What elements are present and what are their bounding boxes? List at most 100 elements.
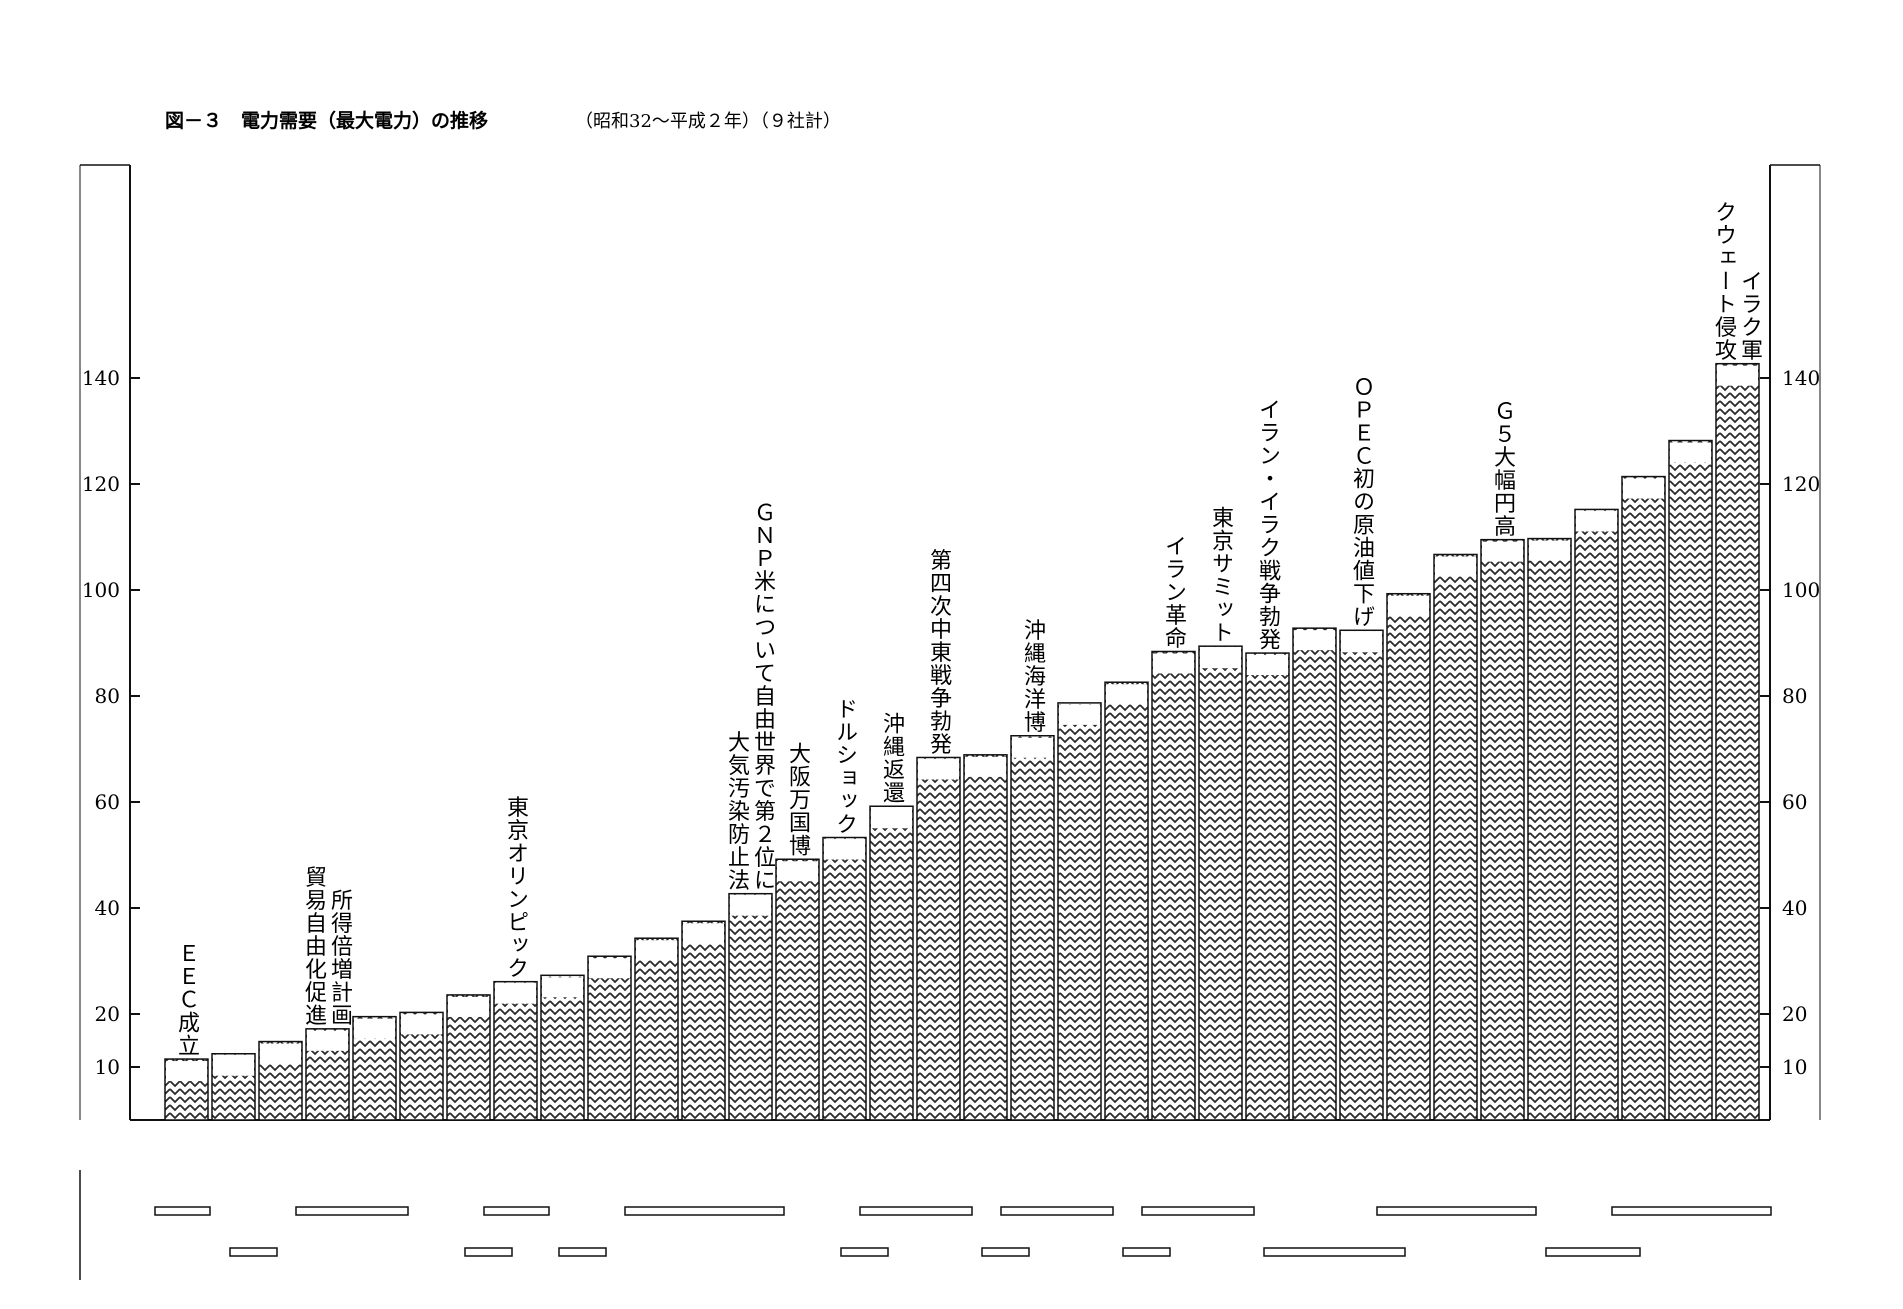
event-char: 自 (301, 912, 326, 934)
y-tick-label-right: 20 (1782, 1002, 1807, 1026)
event-char: 洋 (1020, 688, 1046, 710)
event-char: 万 (785, 788, 811, 810)
event-char: 止 (724, 846, 749, 868)
y-tick-label-right: 100 (1782, 578, 1820, 602)
boom-period-bar (1611, 1206, 1772, 1216)
bar-label-bg (1435, 556, 1476, 577)
event-char: 油 (1349, 536, 1375, 558)
event-char: 次 (926, 594, 952, 616)
bar-label-bg (1341, 632, 1382, 653)
y-tick-label-left: 60 (95, 790, 120, 814)
event-char: 大 (1490, 446, 1516, 468)
event-char: ク (1711, 201, 1736, 223)
bar-label-bg (1294, 630, 1335, 651)
recession-period-bar (1263, 1247, 1406, 1257)
recession-period-bar (464, 1247, 513, 1257)
y-tick-label-right: 140 (1782, 366, 1820, 390)
bar-label-bg (1153, 653, 1194, 674)
event-annotation: イラン・イラク戦争勃発 (1255, 398, 1281, 650)
event-char: て (750, 662, 775, 684)
event-char: ラ (1255, 513, 1280, 535)
event-char: 攻 (1711, 339, 1737, 361)
event-char: 縄 (879, 735, 905, 757)
event-char: 国 (785, 811, 810, 833)
event-char: ッ (1208, 598, 1233, 620)
bar-label-bg (636, 940, 677, 961)
event-annotation: 貿易自由化促進 (301, 866, 327, 1026)
event-char: ー (1711, 270, 1736, 292)
bar-label-bg (777, 861, 818, 882)
event-char: ピ (503, 911, 528, 933)
recession-period-bar (558, 1247, 607, 1257)
event-char: の (1349, 490, 1374, 512)
event-char: 大 (785, 742, 811, 764)
event-char: 阪 (785, 765, 810, 787)
event-char: 東 (1208, 506, 1234, 528)
bar (587, 955, 632, 1121)
boom-period-bar (1376, 1206, 1537, 1216)
event-char: 勃 (926, 709, 951, 731)
event-char: 下 (1349, 582, 1374, 604)
bar (1245, 652, 1290, 1121)
bar (1339, 629, 1384, 1121)
bar-label-bg (1529, 540, 1570, 561)
recession-period-bar (1545, 1247, 1641, 1257)
event-annotation: ＧＮＰ米について自由世界で第２位に (750, 501, 776, 891)
event-char: 世 (750, 731, 775, 753)
event-char: ド (832, 698, 857, 720)
bar-label-bg (542, 977, 583, 998)
bar (869, 805, 914, 1121)
bar (963, 754, 1008, 1121)
event-char: 発 (1255, 628, 1281, 650)
event-annotation: 大阪万国博 (785, 742, 811, 856)
bar-label-bg (1200, 648, 1241, 669)
event-char: ト (1711, 293, 1736, 315)
event-char: 貿 (301, 866, 326, 888)
bar (1292, 627, 1337, 1121)
bar (493, 980, 538, 1121)
event-char: 返 (879, 758, 905, 780)
bar-label-bg (401, 1014, 442, 1035)
boom-period-bar (1141, 1206, 1255, 1216)
bar (1574, 508, 1619, 1121)
event-char: 第 (926, 548, 951, 570)
bar (822, 836, 867, 1121)
bar-label-bg (213, 1055, 254, 1076)
event-char: ン (1161, 580, 1186, 602)
event-annotation: イラン革命 (1161, 534, 1187, 648)
event-char: 円 (1490, 492, 1515, 514)
bar (1010, 735, 1055, 1121)
bar-label-bg (260, 1043, 301, 1064)
event-char: 四 (926, 571, 951, 593)
event-char: ラ (1255, 421, 1280, 443)
bar-label-bg (1482, 541, 1523, 562)
event-char: Ｃ (1349, 444, 1374, 466)
event-char: Ｇ (1490, 400, 1515, 422)
event-annotation: 東京オリンピック (503, 796, 529, 979)
event-char: ク (503, 957, 528, 979)
event-char: ・ (1255, 467, 1280, 489)
event-char: で (750, 777, 775, 799)
event-char: Ｃ (174, 988, 199, 1010)
event-char: 戦 (926, 663, 952, 685)
events-group: ＥＥＣ成立所得倍増計画貿易自由化促進東京オリンピックＧＮＰ米について自由世界で第… (174, 201, 1762, 1056)
event-char: ウ (1711, 224, 1736, 246)
event-char: 位 (750, 846, 776, 868)
event-char: 値 (1349, 559, 1375, 581)
boom-period-bar (483, 1206, 550, 1216)
bar-label-bg (918, 759, 959, 780)
event-char: つ (750, 616, 775, 638)
recession-period-bar (840, 1247, 889, 1257)
event-char: ラ (1737, 293, 1762, 315)
bar-label-bg (1247, 655, 1288, 676)
event-char: 由 (301, 935, 326, 957)
event-annotation: 大気汚染防止法 (724, 731, 750, 891)
event-char: 京 (1208, 529, 1233, 551)
event-char: 気 (724, 754, 750, 776)
event-char: ン (503, 888, 528, 910)
bar-label-bg (448, 996, 489, 1017)
y-tick-label-left: 120 (82, 472, 120, 496)
event-char: イ (1255, 490, 1280, 512)
event-char: 促 (301, 981, 327, 1003)
event-char: ２ (750, 823, 775, 845)
